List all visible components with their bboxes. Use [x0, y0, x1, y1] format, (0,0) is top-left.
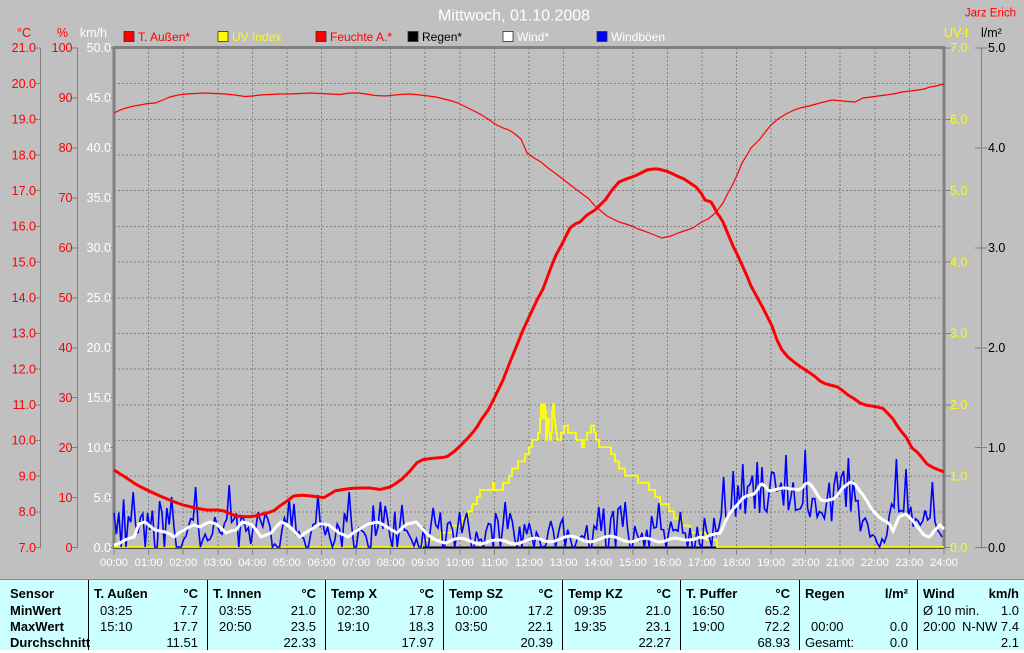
- svg-text:22:00: 22:00: [861, 557, 889, 569]
- svg-text:1.0: 1.0: [950, 469, 967, 483]
- svg-text:2.0: 2.0: [950, 398, 967, 412]
- svg-text:6.0: 6.0: [950, 113, 967, 127]
- svg-text:08:00: 08:00: [377, 557, 405, 569]
- svg-text:17:00: 17:00: [688, 557, 716, 569]
- svg-text:2.0: 2.0: [988, 341, 1005, 355]
- svg-text:%: %: [57, 26, 68, 40]
- svg-text:16.0: 16.0: [12, 220, 36, 234]
- svg-text:15.0: 15.0: [12, 255, 36, 269]
- svg-text:9.0: 9.0: [19, 469, 36, 483]
- svg-text:5.0: 5.0: [988, 41, 1005, 55]
- svg-text:14:00: 14:00: [584, 557, 612, 569]
- svg-text:24:00: 24:00: [930, 557, 958, 569]
- svg-text:5.0: 5.0: [950, 184, 967, 198]
- svg-text:23:00: 23:00: [895, 557, 923, 569]
- svg-text:km/h: km/h: [80, 26, 107, 40]
- svg-text:20:00: 20:00: [792, 557, 820, 569]
- svg-text:5.0: 5.0: [94, 491, 111, 505]
- svg-text:7.0: 7.0: [950, 41, 967, 55]
- svg-text:UV-I: UV-I: [944, 26, 968, 40]
- svg-text:3.0: 3.0: [988, 241, 1005, 255]
- svg-text:40.0: 40.0: [87, 141, 111, 155]
- svg-text:10.0: 10.0: [87, 441, 111, 455]
- svg-text:12:00: 12:00: [515, 557, 543, 569]
- svg-text:10:00: 10:00: [446, 557, 474, 569]
- svg-text:50: 50: [59, 291, 73, 305]
- svg-text:4.0: 4.0: [950, 255, 967, 269]
- svg-text:50.0: 50.0: [87, 41, 111, 55]
- svg-text:40: 40: [59, 341, 73, 355]
- svg-text:Jarz Erich: Jarz Erich: [965, 8, 1016, 20]
- svg-text:20.0: 20.0: [12, 77, 36, 91]
- svg-text:Regen*: Regen*: [422, 30, 462, 44]
- svg-text:21:00: 21:00: [826, 557, 854, 569]
- svg-text:1.0: 1.0: [988, 441, 1005, 455]
- svg-text:03:00: 03:00: [204, 557, 232, 569]
- svg-text:70: 70: [59, 191, 73, 205]
- svg-text:04:00: 04:00: [238, 557, 266, 569]
- svg-text:3.0: 3.0: [950, 327, 967, 341]
- svg-text:11.0: 11.0: [13, 398, 36, 412]
- svg-text:16:00: 16:00: [653, 557, 681, 569]
- svg-text:17.0: 17.0: [12, 184, 36, 198]
- svg-text:05:00: 05:00: [273, 557, 301, 569]
- svg-text:8.0: 8.0: [19, 505, 36, 519]
- svg-text:90: 90: [59, 91, 73, 105]
- svg-text:100: 100: [52, 41, 73, 55]
- svg-text:20: 20: [59, 441, 73, 455]
- svg-text:14.0: 14.0: [12, 291, 36, 305]
- svg-text:13.0: 13.0: [12, 327, 36, 341]
- svg-text:20.0: 20.0: [87, 341, 111, 355]
- svg-text:45.0: 45.0: [87, 91, 111, 105]
- svg-text:80: 80: [59, 141, 73, 155]
- svg-text:°C: °C: [17, 26, 31, 40]
- svg-text:06:00: 06:00: [308, 557, 336, 569]
- svg-text:07:00: 07:00: [342, 557, 370, 569]
- svg-text:09:00: 09:00: [411, 557, 439, 569]
- svg-text:30.0: 30.0: [87, 241, 111, 255]
- svg-text:19:00: 19:00: [757, 557, 785, 569]
- svg-text:30: 30: [59, 391, 73, 405]
- svg-text:Windböen: Windböen: [611, 30, 665, 44]
- svg-text:l/m²: l/m²: [981, 26, 1002, 40]
- svg-text:0.0: 0.0: [988, 541, 1005, 555]
- svg-text:12.0: 12.0: [12, 362, 36, 376]
- svg-text:4.0: 4.0: [988, 141, 1005, 155]
- svg-text:21.0: 21.0: [12, 41, 36, 55]
- svg-text:15.0: 15.0: [87, 391, 111, 405]
- svg-text:T. Außen*: T. Außen*: [138, 30, 190, 44]
- svg-text:25.0: 25.0: [87, 291, 111, 305]
- svg-text:7.0: 7.0: [19, 541, 36, 555]
- svg-text:11:00: 11:00: [481, 557, 508, 569]
- svg-text:02:00: 02:00: [169, 557, 197, 569]
- svg-text:60: 60: [59, 241, 73, 255]
- svg-text:0.0: 0.0: [94, 541, 111, 555]
- svg-text:01:00: 01:00: [135, 557, 163, 569]
- svg-text:UV Index: UV Index: [232, 30, 281, 44]
- svg-text:0.0: 0.0: [950, 541, 967, 555]
- svg-text:Feuchte A.*: Feuchte A.*: [330, 30, 392, 44]
- svg-text:18:00: 18:00: [723, 557, 751, 569]
- svg-text:18.0: 18.0: [12, 148, 36, 162]
- svg-text:Mittwoch, 01.10.2008: Mittwoch, 01.10.2008: [438, 8, 590, 25]
- svg-text:Wind*: Wind*: [517, 30, 549, 44]
- svg-text:00:00: 00:00: [100, 557, 128, 569]
- svg-text:10.0: 10.0: [12, 434, 36, 448]
- svg-text:35.0: 35.0: [87, 191, 111, 205]
- svg-text:19.0: 19.0: [12, 113, 36, 127]
- svg-text:10: 10: [59, 491, 73, 505]
- svg-text:0: 0: [66, 541, 73, 555]
- svg-text:13:00: 13:00: [550, 557, 578, 569]
- svg-text:15:00: 15:00: [619, 557, 647, 569]
